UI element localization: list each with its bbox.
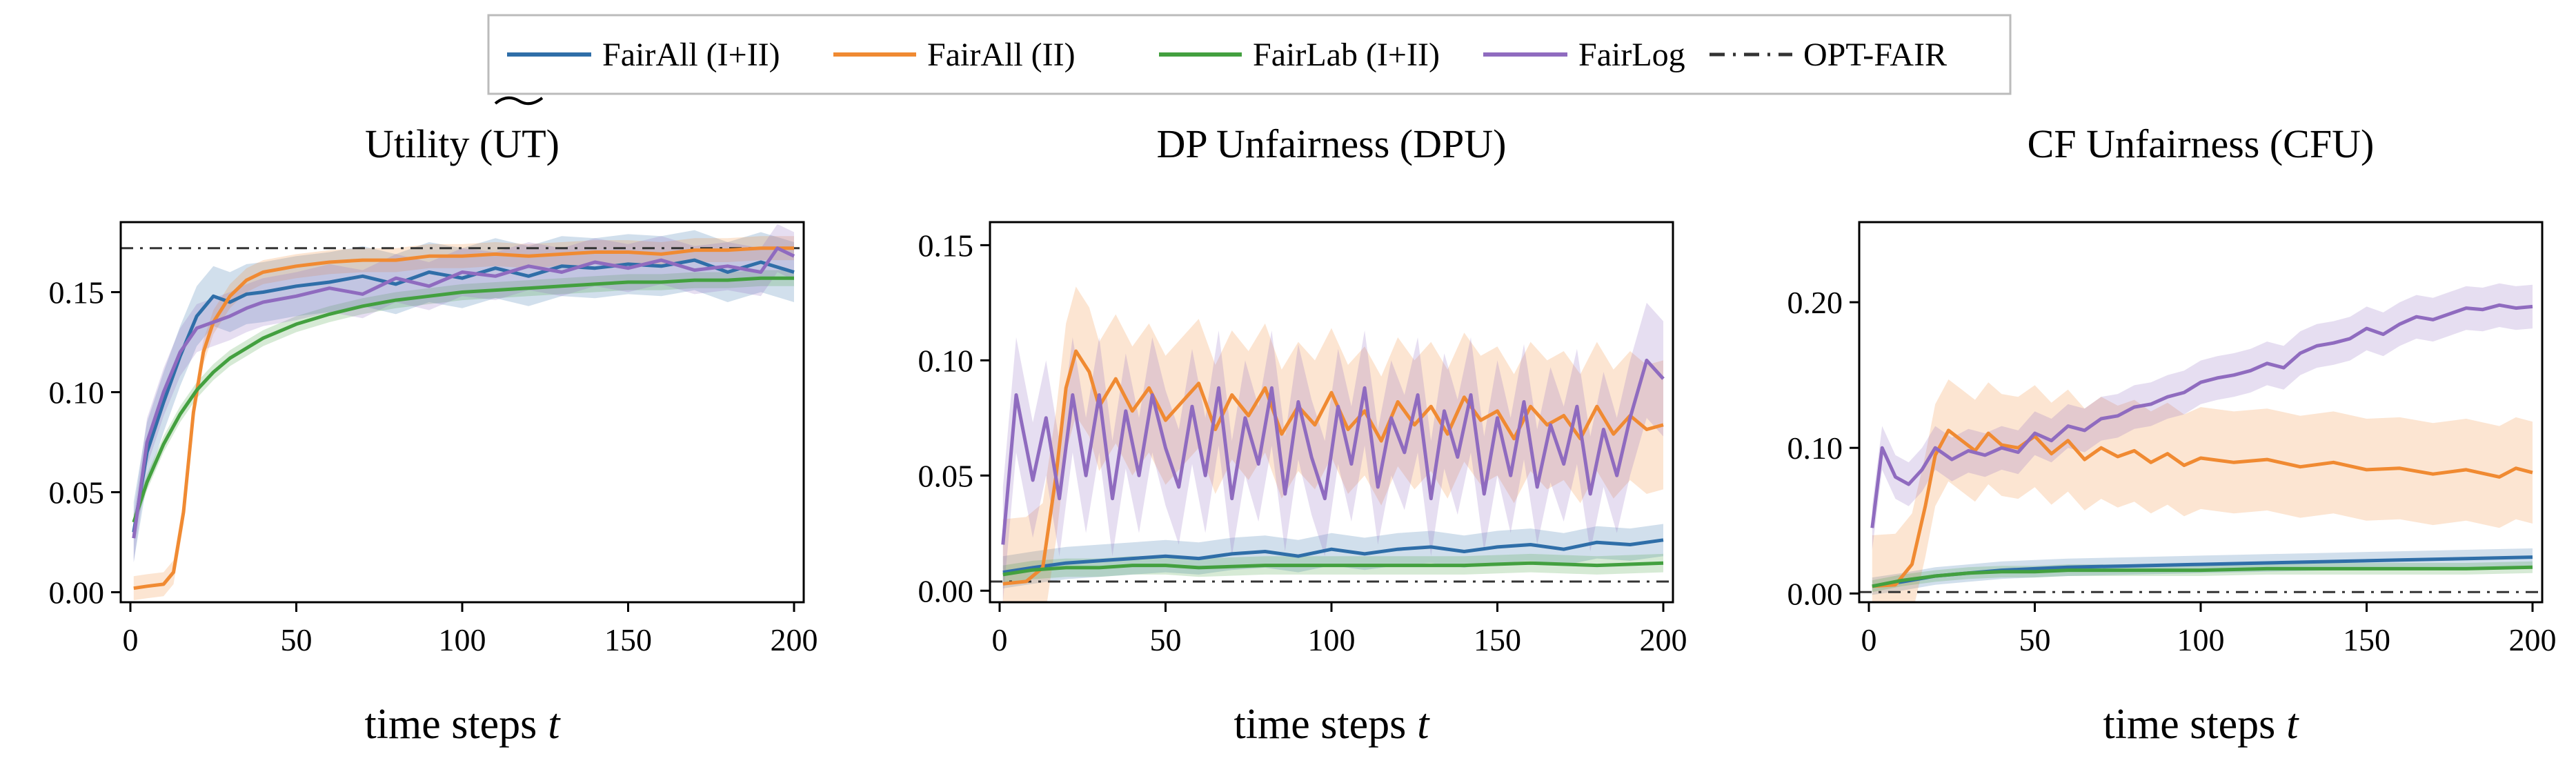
band-fairlog bbox=[133, 224, 795, 562]
band-fairall-i-ii bbox=[133, 230, 795, 562]
legend: FairAll (I+II) FairAll (II) FairLab (I+II)… bbox=[487, 14, 2012, 95]
panels: Utility (UT) 0 50 100 150 200 0.00 0.05 0.10 0.15… bbox=[49, 96, 2557, 748]
legend-label-fairlab-i-ii: FairLab (I+II) bbox=[1253, 37, 1440, 73]
x-axis-label-text: time steps bbox=[1234, 701, 1407, 748]
y-tick-label: 0.00 bbox=[1787, 576, 1843, 611]
x-tick-label: 0 bbox=[992, 622, 1008, 657]
x-tick-label: 50 bbox=[2019, 622, 2051, 657]
band-fairlab-i-ii bbox=[1002, 553, 1663, 584]
x-axis-label-variable: t bbox=[1417, 701, 1430, 748]
panel-title: Utility (UT) bbox=[365, 121, 559, 166]
x-axis-label-text: time steps bbox=[365, 701, 537, 748]
x-axis-label: time steps t bbox=[2103, 701, 2300, 748]
x-axis-label: time steps t bbox=[365, 701, 562, 748]
plot-area bbox=[990, 286, 1673, 602]
x-tick-label: 200 bbox=[771, 622, 818, 657]
plot-area bbox=[121, 224, 804, 601]
panel-1: Utility (UT) 0 50 100 150 200 0.00 0.05 0.10 0.15… bbox=[49, 96, 818, 748]
x-tick-label: 50 bbox=[281, 622, 313, 657]
series-line-fairall-ii bbox=[1872, 428, 2533, 588]
x-axis-label-text: time steps bbox=[2103, 701, 2276, 748]
band-fairall-i-ii bbox=[1002, 524, 1663, 588]
panel-title: CF Unfairness (CFU) bbox=[2028, 121, 2375, 166]
legend-label-opt-fair: OPT-FAIR bbox=[1803, 37, 1947, 73]
x-axis-label: time steps t bbox=[1234, 701, 1431, 748]
x-tick-label: 100 bbox=[2177, 622, 2225, 657]
panel-3: CF Unfairness (CFU) 0 50 100 150 200 0.00 0.10 0… bbox=[1787, 121, 2557, 748]
legend-label-fairall-i-ii: FairAll (I+II) bbox=[602, 37, 780, 73]
series-line-fairlab-i-ii bbox=[132, 276, 794, 523]
x-tick-label: 100 bbox=[439, 622, 486, 657]
x-tick-label: 100 bbox=[1308, 622, 1356, 657]
x-axis-label-variable: t bbox=[2286, 701, 2299, 748]
plot-area bbox=[1859, 283, 2542, 602]
x-tick-label: 50 bbox=[1150, 622, 1182, 657]
x-tick-label: 0 bbox=[123, 622, 139, 657]
panel-2: DP Unfairness (DPU) 0 50 100 150 200 0.00 0.05 0… bbox=[918, 121, 1687, 748]
y-tick-label: 0.15 bbox=[918, 228, 974, 263]
x-tick-label: 150 bbox=[2343, 622, 2390, 657]
series-line-fairall-i-ii bbox=[132, 258, 795, 533]
x-axis-label-variable: t bbox=[548, 701, 561, 748]
x-tick-label: 200 bbox=[1640, 622, 1687, 657]
y-tick-label: 0.15 bbox=[49, 275, 105, 310]
y-tick-label: 0.10 bbox=[1787, 430, 1843, 466]
y-tick-label: 0.00 bbox=[49, 575, 105, 611]
series-line-fairall-i-ii bbox=[1002, 538, 1664, 575]
panel-title: DP Unfairness (DPU) bbox=[1157, 121, 1507, 166]
y-tick-label: 0.10 bbox=[918, 343, 974, 378]
legend-label-fairlog: FairLog bbox=[1578, 37, 1685, 73]
series-line-fairlab-i-ii bbox=[1002, 561, 1664, 577]
series-line-fairall-ii bbox=[133, 246, 794, 591]
x-tick-label: 0 bbox=[1861, 622, 1877, 657]
band-fairall-ii bbox=[1872, 379, 2533, 602]
x-tick-label: 150 bbox=[604, 622, 652, 657]
band-fairlog bbox=[1872, 283, 2533, 550]
x-tick-label: 150 bbox=[1474, 622, 1521, 657]
series-line-fairlab-i-ii bbox=[1872, 565, 2533, 588]
y-tick-label: 0.20 bbox=[1787, 285, 1843, 320]
y-tick-label: 0.05 bbox=[918, 458, 974, 493]
x-tick-label: 200 bbox=[2509, 622, 2557, 657]
series-line-fairlog bbox=[1001, 358, 1665, 545]
legend-label-fairall-ii: FairAll (II) bbox=[927, 37, 1076, 73]
y-tick-label: 0.00 bbox=[918, 573, 974, 608]
y-tick-label: 0.10 bbox=[49, 375, 105, 410]
series-line-fairlog bbox=[1870, 303, 2533, 528]
series-line-fairlog bbox=[132, 246, 795, 539]
title-tilde-accent bbox=[494, 96, 544, 106]
y-tick-label: 0.05 bbox=[49, 475, 105, 510]
